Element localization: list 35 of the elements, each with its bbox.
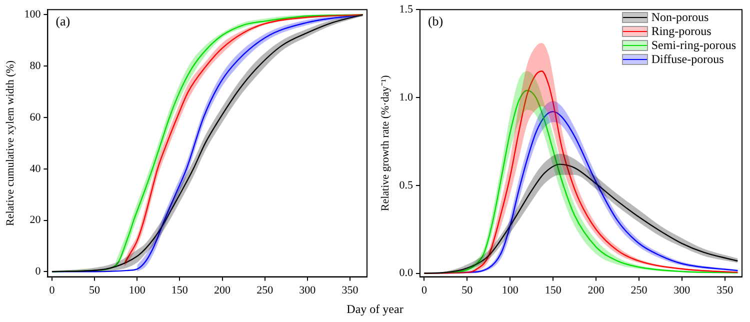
y-tick-label: 1.5 (399, 3, 414, 16)
x-tick-label: 250 (630, 284, 648, 296)
legend-label: Semi-ring-porous (651, 38, 736, 52)
y-tick-label: 1.0 (399, 91, 414, 104)
y-tick-label: 100 (24, 8, 42, 21)
chart-title: (a) (56, 14, 70, 29)
x-tick-label: 200 (588, 284, 605, 296)
x-tick-label: 0 (421, 284, 428, 296)
y-tick-label: 20 (30, 214, 42, 226)
x-tick-label: 0 (49, 284, 56, 296)
legend-label: Non-porous (651, 10, 709, 24)
x-tick-label: 50 (462, 284, 474, 296)
x-tick-label: 150 (544, 284, 562, 296)
x-tick-label: 250 (256, 284, 274, 296)
y-tick-label: 0.5 (399, 179, 414, 192)
y-axis-title: Relative growth rate (%·day⁻¹) (379, 74, 392, 212)
x-tick-label: 100 (502, 284, 519, 296)
y-tick-label: 80 (30, 60, 42, 72)
x-tick-label: 350 (716, 284, 734, 296)
x-axis-title: Day of year (346, 302, 404, 317)
y-tick-label: 0.0 (399, 267, 414, 280)
y-tick-label: 40 (30, 162, 42, 175)
y-tick-label: 60 (30, 111, 42, 124)
x-tick-label: 100 (128, 284, 146, 296)
x-tick-label: 50 (89, 284, 101, 296)
x-tick-label: 300 (299, 284, 316, 296)
x-tick-label: 350 (342, 284, 359, 296)
y-axis-title: Relative cumulative xylem width (%) (4, 60, 16, 226)
y-tick-label: 0 (35, 266, 42, 278)
legend-label: Diffuse-porous (651, 52, 724, 66)
x-tick-label: 150 (171, 284, 188, 296)
chart-title: (b) (428, 14, 444, 29)
x-tick-label: 300 (674, 284, 691, 296)
legend-label: Ring-porous (651, 24, 712, 38)
x-tick-label: 200 (214, 284, 231, 296)
